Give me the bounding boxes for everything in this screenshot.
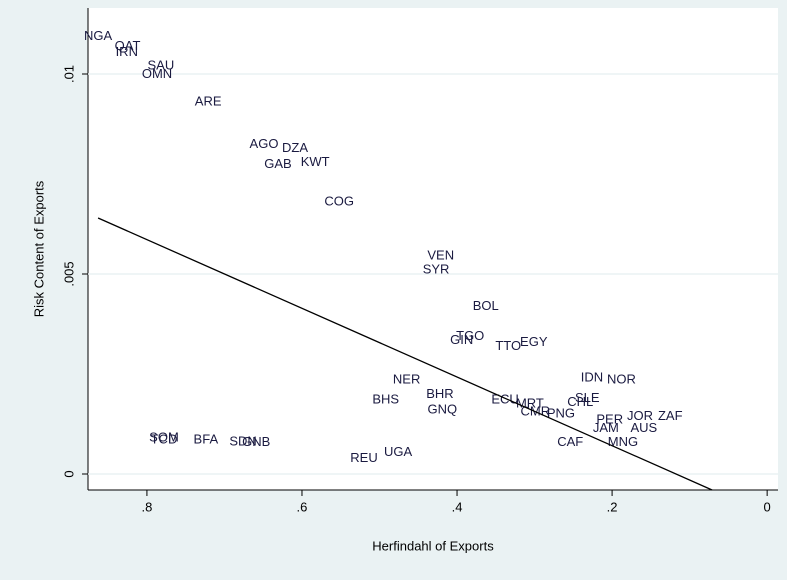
y-axis-title: Risk Content of Exports bbox=[31, 180, 46, 317]
point-label: UGA bbox=[384, 444, 413, 459]
x-tick-label: .4 bbox=[452, 499, 463, 514]
point-label: REU bbox=[350, 450, 377, 465]
point-label: PER bbox=[596, 411, 623, 426]
point-label: SYR bbox=[423, 261, 450, 276]
point-label: QAT bbox=[115, 38, 141, 53]
point-label: AGO bbox=[250, 136, 279, 151]
point-label: PNG bbox=[547, 405, 575, 420]
plot-area bbox=[88, 8, 778, 490]
point-label: NGA bbox=[84, 28, 113, 43]
point-label: ZAF bbox=[658, 408, 683, 423]
point-label: SOM bbox=[149, 429, 179, 444]
point-label: TTO bbox=[495, 338, 521, 353]
point-label: TGO bbox=[456, 328, 484, 343]
point-label: CAF bbox=[557, 434, 583, 449]
point-label: MNG bbox=[608, 434, 638, 449]
point-label: COG bbox=[324, 193, 354, 208]
y-tick-label: 0 bbox=[61, 470, 76, 477]
point-label: TCD bbox=[151, 431, 178, 446]
point-label: ARE bbox=[195, 93, 222, 108]
point-label: SAU bbox=[148, 57, 175, 72]
point-label: KWT bbox=[301, 154, 330, 169]
point-label: NER bbox=[393, 371, 420, 386]
fit-line bbox=[97, 217, 713, 491]
x-tick-label: 0 bbox=[764, 499, 771, 514]
y-tick-label: .01 bbox=[61, 65, 76, 83]
point-label: GIN bbox=[450, 332, 473, 347]
point-label: OMN bbox=[142, 66, 172, 81]
x-tick-label: .6 bbox=[297, 499, 308, 514]
point-label: GNB bbox=[242, 434, 270, 449]
point-label: IDN bbox=[581, 369, 603, 384]
x-tick-label: .8 bbox=[141, 499, 152, 514]
point-label: SLE bbox=[575, 390, 600, 405]
point-label: GAB bbox=[264, 156, 291, 171]
point-label: IRN bbox=[116, 44, 138, 59]
point-label: GNQ bbox=[427, 401, 457, 416]
point-label: DZA bbox=[282, 140, 308, 155]
point-label: NOR bbox=[607, 371, 636, 386]
point-label: JOR bbox=[627, 408, 653, 423]
y-tick-label: .005 bbox=[61, 261, 76, 286]
point-label: BHS bbox=[372, 391, 399, 406]
point-label: VEN bbox=[427, 247, 454, 262]
point-label: EGY bbox=[520, 334, 548, 349]
point-label: AUS bbox=[631, 420, 658, 435]
point-label: JAM bbox=[593, 420, 619, 435]
x-tick-label: .2 bbox=[607, 499, 618, 514]
x-axis-title: Herfindahl of Exports bbox=[372, 538, 494, 553]
point-label: BFA bbox=[194, 431, 219, 446]
point-label: SDN bbox=[229, 433, 256, 448]
point-label: CHL bbox=[567, 394, 593, 409]
point-label: BOL bbox=[473, 298, 499, 313]
point-label: BHR bbox=[426, 386, 453, 401]
